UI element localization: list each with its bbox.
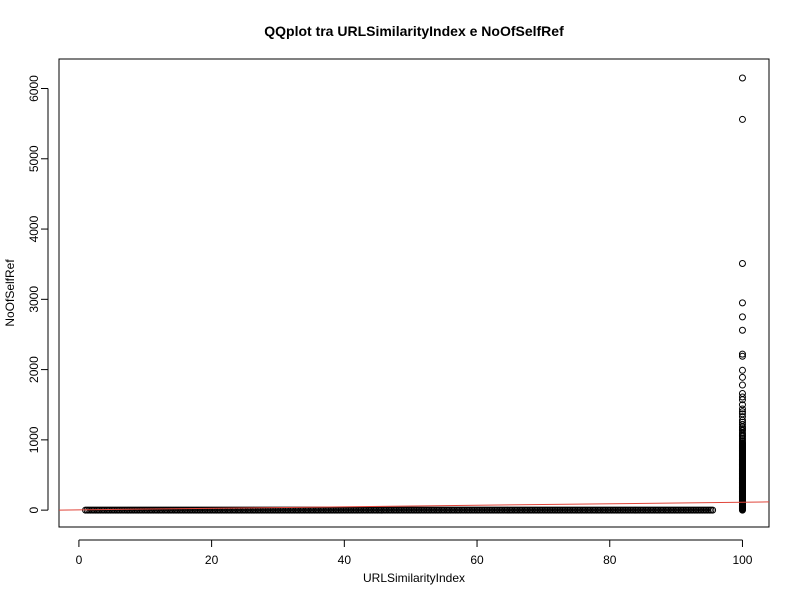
y-tick-label: 0 bbox=[27, 506, 41, 513]
x-tick-label: 100 bbox=[732, 553, 752, 567]
y-tick-label: 4000 bbox=[27, 215, 41, 242]
data-point bbox=[738, 373, 746, 381]
chart-title: QQplot tra URLSimilarityIndex e NoOfSelf… bbox=[264, 23, 564, 39]
x-tick-label: 0 bbox=[76, 553, 83, 567]
data-point bbox=[738, 408, 746, 416]
x-tick-label: 80 bbox=[603, 553, 617, 567]
data-point bbox=[738, 437, 746, 445]
data-point bbox=[738, 405, 746, 413]
data-point bbox=[738, 259, 746, 267]
data-point bbox=[738, 350, 746, 358]
y-tick-label: 3000 bbox=[27, 286, 41, 313]
data-point bbox=[738, 74, 746, 82]
x-tick-label: 60 bbox=[470, 553, 484, 567]
data-point bbox=[709, 506, 717, 514]
reference-line bbox=[58, 501, 770, 511]
data-point bbox=[738, 115, 746, 123]
data-point bbox=[738, 396, 746, 404]
data-point bbox=[738, 326, 746, 334]
data-point bbox=[738, 401, 746, 409]
data-point bbox=[738, 299, 746, 307]
data-points bbox=[82, 74, 746, 514]
x-axis-label: URLSimilarityIndex bbox=[363, 571, 465, 585]
x-tick-label: 20 bbox=[205, 553, 219, 567]
data-point bbox=[738, 393, 746, 401]
data-point bbox=[738, 366, 746, 374]
y-axis-label: NoOfSelfRef bbox=[3, 259, 17, 327]
y-axis: 0 1000 2000 3000 4000 5000 6000 bbox=[27, 75, 49, 513]
data-point bbox=[738, 352, 746, 360]
y-tick-label: 6000 bbox=[27, 75, 41, 102]
x-axis: 0 20 40 60 80 100 bbox=[76, 539, 753, 567]
y-tick-label: 1000 bbox=[27, 426, 41, 453]
y-tick-label: 2000 bbox=[27, 356, 41, 383]
data-point bbox=[738, 313, 746, 321]
data-point bbox=[738, 381, 746, 389]
y-tick-label: 5000 bbox=[27, 145, 41, 172]
plot-frame bbox=[58, 58, 770, 528]
x-tick-label: 40 bbox=[338, 553, 352, 567]
